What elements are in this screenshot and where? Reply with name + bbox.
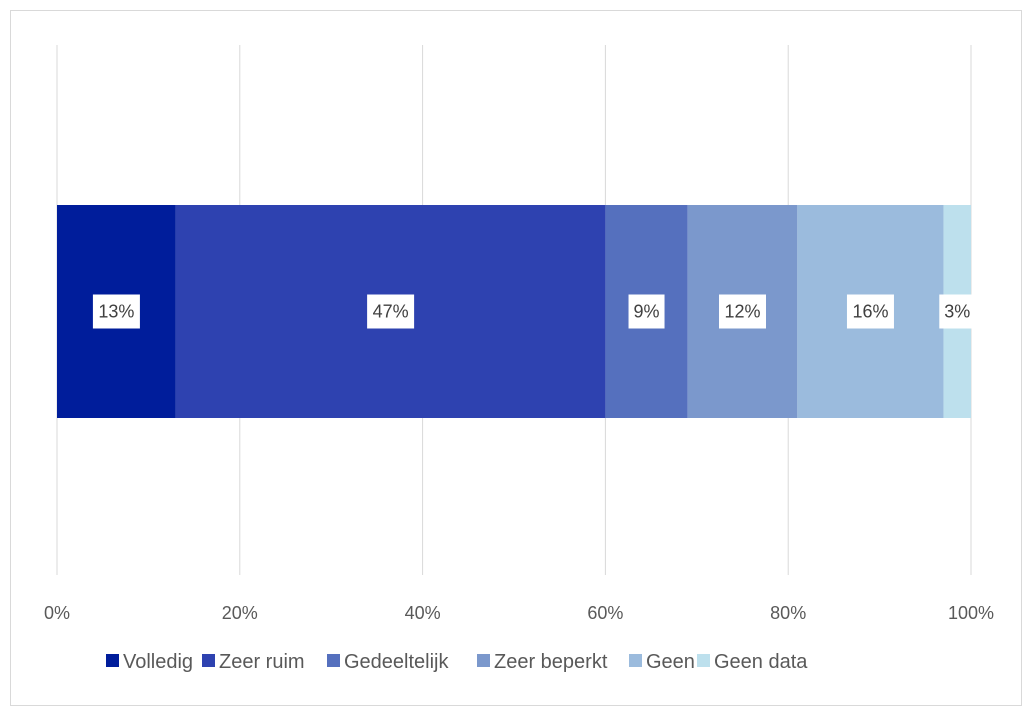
x-tick-label-0: 0% (44, 603, 70, 623)
legend-swatch-2 (327, 654, 340, 667)
legend-swatch-4 (629, 654, 642, 667)
data-label-2: 9% (634, 302, 660, 322)
data-label-box-3 (719, 294, 766, 329)
legend-swatch-5 (697, 654, 710, 667)
x-tick-label-4: 80% (770, 603, 806, 623)
legend-label-2: Gedeeltelijk (344, 651, 450, 673)
legend-label-3: Zeer beperkt (494, 651, 608, 673)
data-label-5: 3% (944, 302, 970, 322)
data-label-box-1 (367, 294, 415, 329)
x-tick-label-2: 40% (405, 603, 441, 623)
legend-swatch-3 (477, 654, 490, 667)
legend-label-4: Geen (646, 651, 695, 673)
legend-label-0: Volledig (123, 651, 193, 673)
data-label-3: 12% (724, 302, 760, 322)
data-label-1: 47% (373, 302, 409, 322)
x-tick-label-1: 20% (222, 603, 258, 623)
legend-label-5: Geen data (714, 651, 808, 673)
data-label-box-2 (628, 294, 665, 329)
x-tick-label-5: 100% (948, 603, 994, 623)
data-label-box-5 (939, 294, 976, 329)
legend-swatch-0 (106, 654, 119, 667)
legend-swatch-1 (202, 654, 215, 667)
data-label-box-0 (92, 294, 140, 329)
data-label-box-4 (846, 294, 894, 329)
data-label-4: 16% (852, 302, 888, 322)
x-tick-label-3: 60% (587, 603, 623, 623)
data-label-0: 13% (98, 302, 134, 322)
legend-label-1: Zeer ruim (219, 651, 305, 673)
